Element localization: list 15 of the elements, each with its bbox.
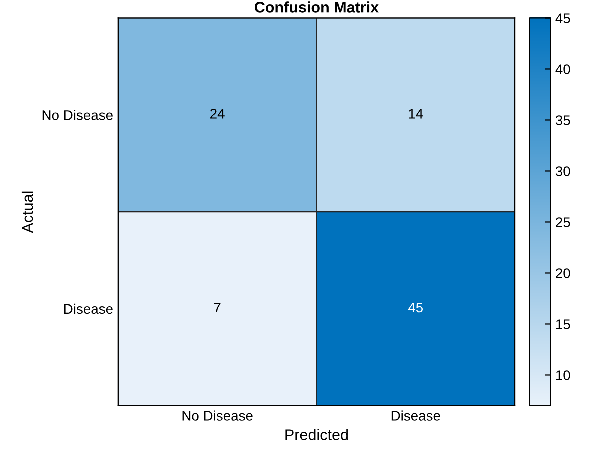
color-bar-label: 45 [556,14,570,24]
x-axis-title: Predicted [286,429,348,440]
color-bar-label: 35 [556,116,570,126]
chart-title: Confusion Matrix [254,2,379,13]
color-bar-label: 30 [556,166,570,176]
color-bar-label: 40 [556,64,570,74]
color-bar-label: 10 [556,370,570,380]
color-bar-label: 20 [556,268,570,278]
data-label: 24 [210,109,225,119]
data-label: 14 [409,109,424,119]
color-bar-label: 15 [556,320,570,330]
data-label: 45 [408,302,424,313]
y-axis-title: Actual [22,192,34,234]
color-bar-label: 25 [556,218,570,228]
data-label: 7 [214,302,221,313]
